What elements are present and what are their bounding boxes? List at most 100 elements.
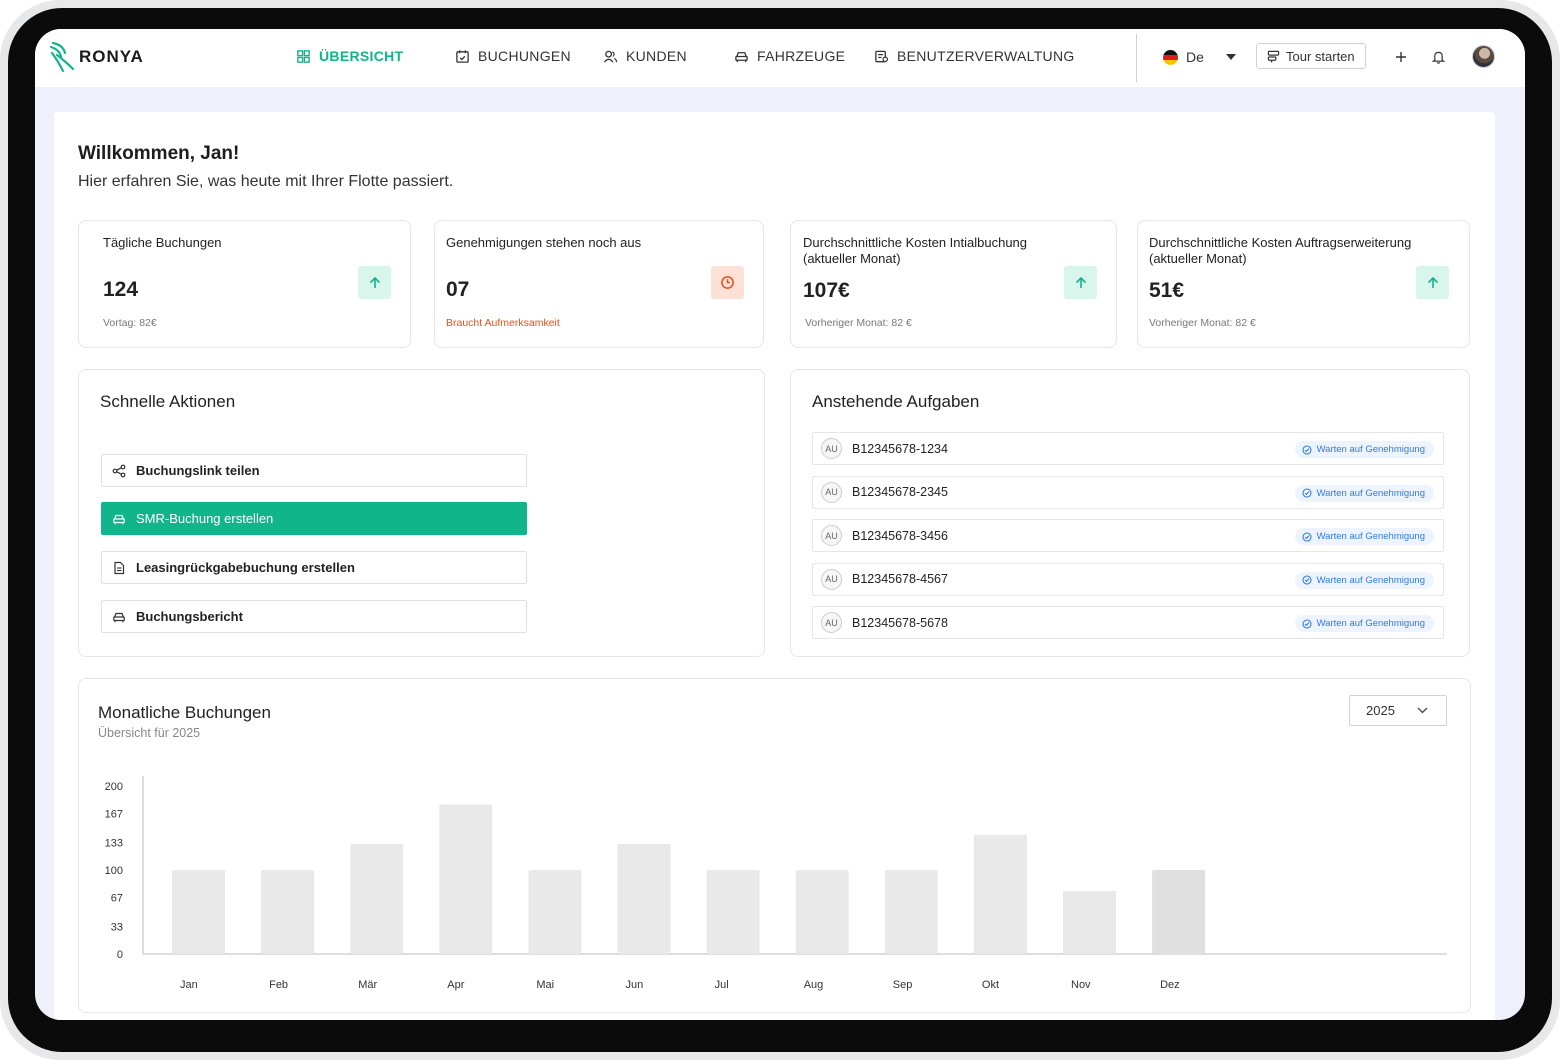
y-tick-label: 0 xyxy=(117,949,123,961)
task-status-label: Warten auf Genehmigung xyxy=(1316,444,1425,455)
user-avatar[interactable] xyxy=(1472,45,1495,68)
ronya-logo[interactable]: RONYA xyxy=(49,41,144,73)
car-icon xyxy=(735,51,748,62)
chevron-down-icon xyxy=(1417,707,1428,714)
x-tick-label: Jul xyxy=(715,979,729,991)
kpi-value: 07 xyxy=(446,278,470,301)
x-tick-label: Apr xyxy=(447,979,464,991)
x-tick-label: Okt xyxy=(982,979,999,991)
kpi-title: Genehmigungen stehen noch aus xyxy=(446,235,642,250)
bar-Nov[interactable] xyxy=(1063,891,1116,954)
check-circle-icon xyxy=(1302,444,1312,455)
tour-icon xyxy=(1267,50,1280,63)
pending-tasks-card: Anstehende Aufgaben AU B12345678-1234 Wart… xyxy=(790,369,1470,657)
task-status-badge: Warten auf Genehmigung xyxy=(1294,441,1434,458)
chart-subtitle: Übersicht für 2025 xyxy=(98,726,201,740)
arrow-up-icon xyxy=(358,266,391,299)
bar-Jul[interactable] xyxy=(706,870,760,954)
task-avatar: AU xyxy=(821,525,842,547)
y-tick-label: 67 xyxy=(111,893,123,905)
x-tick-label: Jun xyxy=(626,979,644,991)
year-select[interactable]: 2025 xyxy=(1349,695,1447,726)
bar-Mär[interactable] xyxy=(350,843,404,954)
nav-label: FAHRZEUGE xyxy=(757,48,846,64)
bell-icon[interactable] xyxy=(1429,48,1447,66)
ronya-logo-icon xyxy=(49,41,75,73)
nav-item-benutzerverwaltung[interactable]: BENUTZERVERWALTUNG xyxy=(874,48,1075,64)
task-id: B12345678-1234 xyxy=(852,441,948,456)
bar-Mai[interactable] xyxy=(528,870,582,954)
create-lease-return-booking-button[interactable]: Leasingrückgabebuchung erstellen xyxy=(101,551,527,584)
y-tick-label: 33 xyxy=(111,921,123,933)
bar-Feb[interactable] xyxy=(261,870,315,954)
task-row[interactable]: AU B12345678-1234 Warten auf Genehmigung xyxy=(812,432,1444,465)
caret-down-icon xyxy=(1225,54,1236,60)
add-icon[interactable] xyxy=(1392,48,1410,66)
y-tick-label: 200 xyxy=(105,781,123,793)
car-icon xyxy=(113,612,125,622)
welcome-heading: Willkommen, Jan! xyxy=(78,143,240,164)
share-booking-link-button[interactable]: Buchungslink teilen xyxy=(101,454,527,487)
kpi-title: Durchschnittliche Kosten Auftragserweite… xyxy=(1149,235,1412,266)
task-id: B12345678-5678 xyxy=(852,615,948,630)
x-tick-label: Dez xyxy=(1160,979,1180,991)
x-tick-label: Mär xyxy=(358,979,377,991)
task-row[interactable]: AU B12345678-5678 Warten auf Genehmigung xyxy=(812,606,1444,640)
nav-divider xyxy=(1136,34,1137,82)
task-status-badge: Warten auf Genehmigung xyxy=(1294,615,1434,633)
task-avatar: AU xyxy=(821,612,842,634)
language-selector[interactable]: De xyxy=(1163,49,1236,65)
task-status-badge: Warten auf Genehmigung xyxy=(1294,528,1434,546)
task-status-label: Warten auf Genehmigung xyxy=(1316,574,1425,586)
task-id: B12345678-2345 xyxy=(852,485,948,500)
task-status-label: Warten auf Genehmigung xyxy=(1316,487,1425,499)
create-smr-booking-button[interactable]: SMR-Buchung erstellen xyxy=(101,502,527,535)
arrow-up-icon xyxy=(1416,266,1449,299)
x-tick-label: Jan xyxy=(180,979,198,991)
bar-Jan[interactable] xyxy=(172,870,225,954)
bar-Aug[interactable] xyxy=(795,870,849,954)
arrow-up-icon xyxy=(1064,266,1097,299)
x-tick-label: Aug xyxy=(804,979,824,991)
top-navigation-bar: RONYA ÜBERSICHT BUCHUNGEN xyxy=(35,29,1525,87)
quick-actions-title: Schnelle Aktionen xyxy=(100,392,236,411)
tour-label: Tour starten xyxy=(1286,48,1355,64)
nav-item-buchungen[interactable]: BUCHUNGEN xyxy=(455,48,571,64)
check-circle-icon xyxy=(1302,488,1312,498)
calendar-icon xyxy=(456,49,469,63)
dashboard-icon xyxy=(297,49,310,63)
x-tick-label: Sep xyxy=(893,979,913,991)
chart-title: Monatliche Buchungen xyxy=(98,703,271,722)
task-row[interactable]: AU B12345678-2345 Warten auf Genehmigung xyxy=(812,475,1444,509)
y-tick-label: 100 xyxy=(105,865,123,877)
kpi-card-daily-bookings: Tägliche Buchungen 124 Vortag: 82€ xyxy=(78,220,411,348)
nav-label: KUNDEN xyxy=(626,48,687,64)
bar-Okt[interactable] xyxy=(973,834,1027,954)
nav-label: BUCHUNGEN xyxy=(478,48,571,64)
kpi-title: Tägliche Buchungen xyxy=(103,235,222,250)
y-tick-label: 133 xyxy=(105,837,123,849)
task-row[interactable]: AU B12345678-3456 Warten auf Genehmigung xyxy=(812,519,1444,553)
booking-report-button[interactable]: Buchungsbericht xyxy=(101,600,527,633)
bar-Apr[interactable] xyxy=(439,804,493,954)
monthly-bookings-card: Monatliche Buchungen Übersicht für 2025 … xyxy=(78,678,1471,1013)
nav-item-kunden[interactable]: KUNDEN xyxy=(603,48,687,64)
bar-Sep[interactable] xyxy=(884,870,938,954)
kpi-card-avg-initial-cost: Durchschnittliche Kosten Intialbuchung (… xyxy=(790,220,1117,348)
nav-item-uebersicht[interactable]: ÜBERSICHT xyxy=(296,48,403,64)
task-id: B12345678-3456 xyxy=(852,528,948,543)
car-icon xyxy=(113,514,125,524)
quick-actions-card: Schnelle Aktionen Buchungslink teilen xyxy=(78,369,765,657)
action-label: SMR-Buchung erstellen xyxy=(136,511,274,526)
nav-item-fahrzeuge[interactable]: FAHRZEUGE xyxy=(734,48,845,64)
task-status-label: Warten auf Genehmigung xyxy=(1316,531,1425,543)
task-status-label: Warten auf Genehmigung xyxy=(1316,618,1425,630)
tour-start-button[interactable]: Tour starten xyxy=(1256,43,1366,69)
bar-Dez[interactable] xyxy=(1152,870,1206,954)
task-row[interactable]: AU B12345678-4567 Warten auf Genehmigung xyxy=(812,562,1444,596)
kpi-value: 51€ xyxy=(1149,279,1185,302)
check-circle-icon xyxy=(1302,619,1312,629)
bar-Jun[interactable] xyxy=(617,843,671,954)
dashboard-content: Willkommen, Jan! Hier erfahren Sie, was … xyxy=(54,112,1495,1020)
kpi-note: Vortag: 82€ xyxy=(103,317,157,329)
